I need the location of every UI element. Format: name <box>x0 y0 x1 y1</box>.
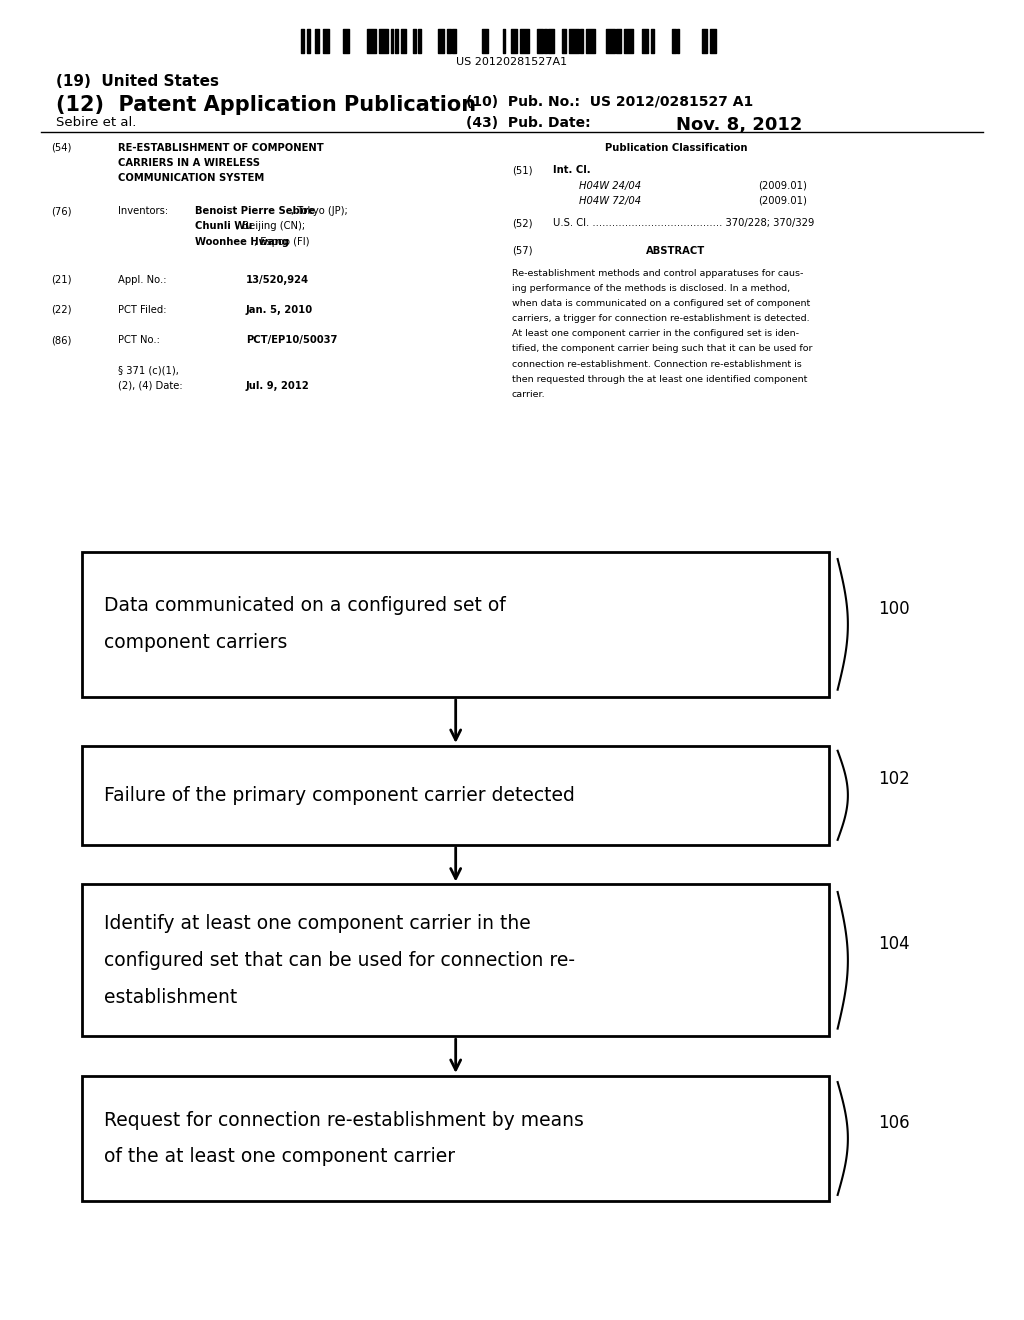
FancyBboxPatch shape <box>82 1076 829 1201</box>
Text: 106: 106 <box>879 1114 910 1131</box>
Text: ABSTRACT: ABSTRACT <box>646 246 706 256</box>
Text: (22): (22) <box>51 305 72 315</box>
Text: connection re-establishment. Connection re-establishment is: connection re-establishment. Connection … <box>512 359 802 368</box>
Text: Woonhee Hwang: Woonhee Hwang <box>195 236 289 247</box>
Text: establishment: establishment <box>104 987 238 1007</box>
Text: (76): (76) <box>51 206 72 216</box>
Text: Jul. 9, 2012: Jul. 9, 2012 <box>246 381 309 391</box>
Text: U.S. Cl. ........................................ 370/228; 370/329: U.S. Cl. ...............................… <box>553 218 814 228</box>
Text: Int. Cl.: Int. Cl. <box>553 165 591 176</box>
Text: carrier.: carrier. <box>512 389 546 399</box>
Text: Nov. 8, 2012: Nov. 8, 2012 <box>676 116 802 135</box>
Text: (43)  Pub. Date:: (43) Pub. Date: <box>466 116 591 131</box>
Text: Request for connection re-establishment by means: Request for connection re-establishment … <box>104 1110 585 1130</box>
Text: RE-ESTABLISHMENT OF COMPONENT: RE-ESTABLISHMENT OF COMPONENT <box>118 143 324 153</box>
Text: Chunli Wu: Chunli Wu <box>195 222 252 231</box>
Text: H04W 24/04: H04W 24/04 <box>579 181 641 190</box>
Text: of the at least one component carrier: of the at least one component carrier <box>104 1147 456 1167</box>
Text: (2), (4) Date:: (2), (4) Date: <box>118 381 182 391</box>
Text: PCT/EP10/50037: PCT/EP10/50037 <box>246 335 337 346</box>
Text: (2009.01): (2009.01) <box>758 181 807 190</box>
Text: 13/520,924: 13/520,924 <box>246 275 309 285</box>
Text: US 20120281527A1: US 20120281527A1 <box>457 57 567 67</box>
Text: (2009.01): (2009.01) <box>758 195 807 206</box>
Text: § 371 (c)(1),: § 371 (c)(1), <box>118 366 178 376</box>
Text: Inventors:: Inventors: <box>118 206 168 216</box>
Text: Jan. 5, 2010: Jan. 5, 2010 <box>246 305 313 315</box>
Text: (10)  Pub. No.:  US 2012/0281527 A1: (10) Pub. No.: US 2012/0281527 A1 <box>466 95 754 110</box>
Text: (21): (21) <box>51 275 72 285</box>
Text: PCT No.:: PCT No.: <box>118 335 160 346</box>
Text: 102: 102 <box>879 771 910 788</box>
Text: (54): (54) <box>51 143 72 153</box>
Text: carriers, a trigger for connection re-establishment is detected.: carriers, a trigger for connection re-es… <box>512 314 810 323</box>
Text: then requested through the at least one identified component: then requested through the at least one … <box>512 375 807 384</box>
Text: Re-establishment methods and control apparatuses for caus-: Re-establishment methods and control app… <box>512 268 804 277</box>
Text: (19)  United States: (19) United States <box>56 74 219 88</box>
Text: (51): (51) <box>512 165 532 176</box>
Text: Data communicated on a configured set of: Data communicated on a configured set of <box>104 597 506 615</box>
FancyBboxPatch shape <box>82 552 829 697</box>
Text: At least one component carrier in the configured set is iden-: At least one component carrier in the co… <box>512 329 799 338</box>
FancyBboxPatch shape <box>82 884 829 1036</box>
Text: Identify at least one component carrier in the: Identify at least one component carrier … <box>104 913 531 933</box>
Text: CARRIERS IN A WIRELESS: CARRIERS IN A WIRELESS <box>118 158 260 168</box>
Text: configured set that can be used for connection re-: configured set that can be used for conn… <box>104 950 575 970</box>
Text: Appl. No.:: Appl. No.: <box>118 275 166 285</box>
Text: when data is communicated on a configured set of component: when data is communicated on a configure… <box>512 298 810 308</box>
Text: Publication Classification: Publication Classification <box>604 143 748 153</box>
Text: , Beijing (CN);: , Beijing (CN); <box>236 222 305 231</box>
Text: (52): (52) <box>512 218 532 228</box>
Text: component carriers: component carriers <box>104 634 288 652</box>
Text: COMMUNICATION SYSTEM: COMMUNICATION SYSTEM <box>118 173 264 183</box>
Text: 100: 100 <box>879 599 910 618</box>
Text: Failure of the primary component carrier detected: Failure of the primary component carrier… <box>104 785 575 805</box>
Text: (57): (57) <box>512 246 532 256</box>
Text: Sebire et al.: Sebire et al. <box>56 116 136 129</box>
Text: Benoist Pierre Sebire: Benoist Pierre Sebire <box>195 206 314 216</box>
Text: 104: 104 <box>879 936 910 953</box>
Text: PCT Filed:: PCT Filed: <box>118 305 166 315</box>
Text: H04W 72/04: H04W 72/04 <box>579 195 641 206</box>
Text: tified, the component carrier being such that it can be used for: tified, the component carrier being such… <box>512 345 812 354</box>
Text: , Tokyo (JP);: , Tokyo (JP); <box>291 206 348 216</box>
Text: (86): (86) <box>51 335 72 346</box>
Text: ing performance of the methods is disclosed. In a method,: ing performance of the methods is disclo… <box>512 284 791 293</box>
Text: (12)  Patent Application Publication: (12) Patent Application Publication <box>56 95 476 115</box>
FancyBboxPatch shape <box>82 746 829 845</box>
Text: , Espoo (FI): , Espoo (FI) <box>254 236 310 247</box>
